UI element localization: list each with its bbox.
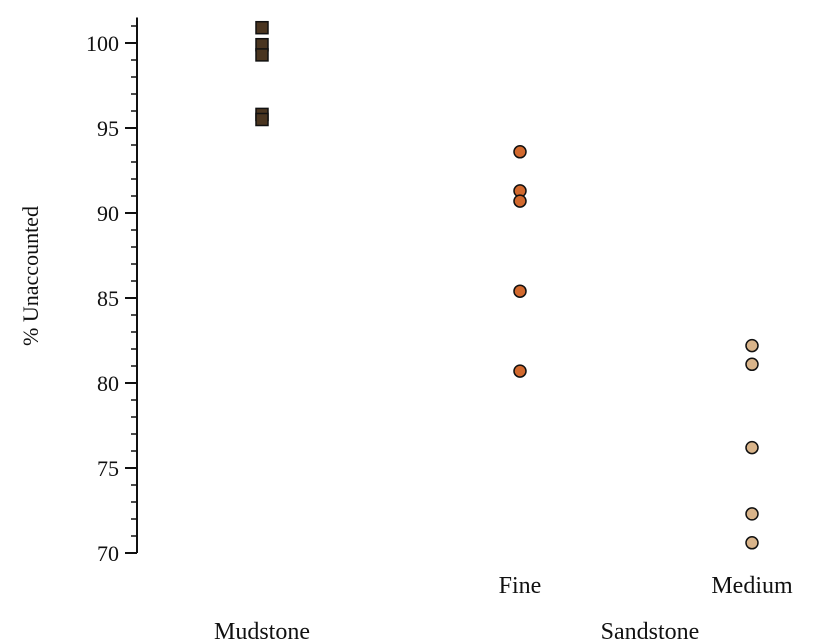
data-point-fine — [513, 364, 527, 378]
y-tick-label: 75 — [97, 456, 119, 481]
category-label-medium: Medium — [711, 573, 793, 599]
y-axis-title: % Unaccounted — [18, 206, 43, 346]
data-point-mudstone — [255, 20, 269, 35]
y-tick-label: 85 — [97, 286, 119, 311]
y-tick-label: 80 — [97, 371, 119, 396]
data-point-fine — [513, 145, 527, 159]
data-point-mudstone — [255, 112, 269, 127]
group-label-mudstone: Mudstone — [214, 619, 310, 644]
data-point-fine — [513, 284, 527, 298]
y-tick-label: 70 — [97, 541, 119, 566]
data-points — [255, 20, 759, 550]
y-tick-label: 100 — [86, 31, 119, 56]
data-point-medium — [745, 440, 759, 455]
group-label-sandstone: Sandstone — [601, 619, 700, 644]
labels: % Unaccounted Fine Medium Mudstone Sandstone — [18, 206, 793, 644]
data-point-fine — [513, 194, 527, 208]
y-tick-label: 95 — [97, 116, 119, 141]
data-point-medium — [745, 536, 759, 550]
y-tick-label: 90 — [97, 201, 119, 226]
category-label-fine: Fine — [499, 573, 542, 599]
data-point-medium — [745, 507, 759, 521]
data-point-medium — [745, 357, 759, 372]
data-point-mudstone — [255, 48, 269, 62]
data-point-medium — [745, 338, 759, 353]
axes: 70 75 80 85 90 95 100 — [86, 17, 138, 566]
